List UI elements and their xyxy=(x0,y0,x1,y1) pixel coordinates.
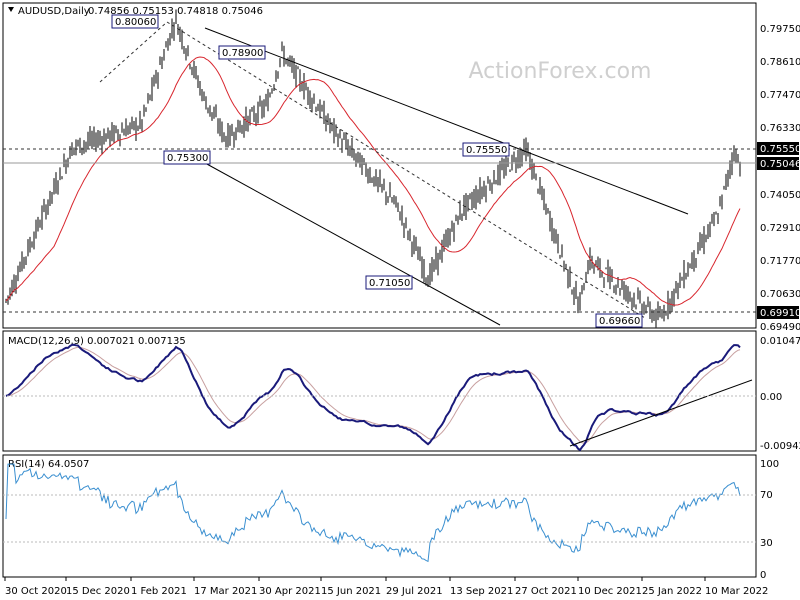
x-tick: 30 Oct 2020 xyxy=(5,586,67,597)
price-annotations: 0.80060 0.78900 0.75300 0.71050 0.75550 … xyxy=(111,14,643,328)
x-tick: 1 Feb 2021 xyxy=(131,586,187,597)
y-tick: 0.010472 xyxy=(760,336,800,347)
y-tick: 70 xyxy=(760,490,773,501)
y-tick: -0.009426 xyxy=(760,441,800,452)
x-tick: 29 Jul 2021 xyxy=(386,586,443,597)
macd-title: MACD(12,26,9) 0.007021 0.007135 xyxy=(8,336,186,347)
price-header: AUDUSD,Daily 0.74856 0.75153 0.74818 0.7… xyxy=(8,6,263,17)
annotation-low-3: 0.69660 xyxy=(599,316,640,327)
x-tick: 15 Dec 2020 xyxy=(66,586,130,597)
rsi-series xyxy=(5,463,741,563)
x-tick: 25 Jan 2022 xyxy=(642,586,702,597)
annotation-high-2: 0.78900 xyxy=(222,48,263,59)
price-panel xyxy=(2,2,757,329)
x-tick: 15 Jun 2021 xyxy=(321,586,381,597)
annotation-high-1: 0.80060 xyxy=(115,17,156,28)
x-tick: 27 Oct 2021 xyxy=(515,586,577,597)
y-tick: 0.78610 xyxy=(760,57,800,68)
y-tick: 0.00 xyxy=(760,392,782,403)
y-tick: 0.79750 xyxy=(760,24,800,35)
x-tick: 17 Mar 2021 xyxy=(194,586,257,597)
rsi-title: RSI(14) 64.0507 xyxy=(8,459,89,470)
y-tick: 0.69490 xyxy=(760,322,800,333)
ohlc-label: 0.74856 0.75153 0.74818 0.75046 xyxy=(88,6,263,17)
rsi-line xyxy=(5,463,741,563)
x-tick: 13 Sep 2021 xyxy=(450,586,513,597)
symbol-label: AUDUSD,Daily xyxy=(18,6,90,17)
annotation-low-1: 0.75300 xyxy=(167,153,208,164)
rsi-y-axis: 100 70 30 0 xyxy=(3,459,779,581)
price-y-axis: 0.79750 0.78610 0.77470 0.76330 0.75550 … xyxy=(757,24,800,333)
y-tick-current: 0.75046 xyxy=(760,159,800,170)
y-tick: 100 xyxy=(760,459,779,470)
macd-y-axis: 0.010472 0.00 -0.009426 xyxy=(3,336,800,452)
macd-signal-line xyxy=(5,346,741,444)
y-tick: 0.72910 xyxy=(760,223,800,234)
macd-panel xyxy=(2,330,757,452)
trend-line-upper xyxy=(204,27,689,215)
fib-line-b xyxy=(166,21,646,319)
watermark: ActionForex.com xyxy=(469,59,652,84)
y-tick: 0 xyxy=(760,570,766,581)
x-tick: 10 Dec 2021 xyxy=(578,586,642,597)
x-tick: 10 Mar 2022 xyxy=(705,586,768,597)
annotation-high-3: 0.75550 xyxy=(466,145,507,156)
x-tick: 30 Apr 2021 xyxy=(259,586,321,597)
macd-trend-line xyxy=(569,379,753,447)
y-tick: 30 xyxy=(760,538,773,549)
trend-line-lower xyxy=(204,162,501,326)
trend-lines xyxy=(99,21,753,447)
annotation-low-2: 0.71050 xyxy=(369,278,410,289)
x-axis: 30 Oct 2020 15 Dec 2020 1 Feb 2021 17 Ma… xyxy=(4,577,768,597)
y-tick: 0.76330 xyxy=(760,123,800,134)
fib-line-a xyxy=(99,21,168,83)
moving-average-line xyxy=(5,56,741,306)
macd-line xyxy=(5,343,741,452)
macd-series xyxy=(5,343,741,452)
collapse-arrow-icon xyxy=(8,7,14,12)
rsi-panel xyxy=(2,454,757,578)
y-tick: 0.70630 xyxy=(760,289,800,300)
y-tick: 0.77470 xyxy=(760,90,800,101)
y-tick: 0.71770 xyxy=(760,256,800,267)
y-tick: 0.74050 xyxy=(760,190,800,201)
y-tick-level: 0.75550 xyxy=(760,144,800,155)
y-tick-level: 0.69910 xyxy=(760,308,800,319)
